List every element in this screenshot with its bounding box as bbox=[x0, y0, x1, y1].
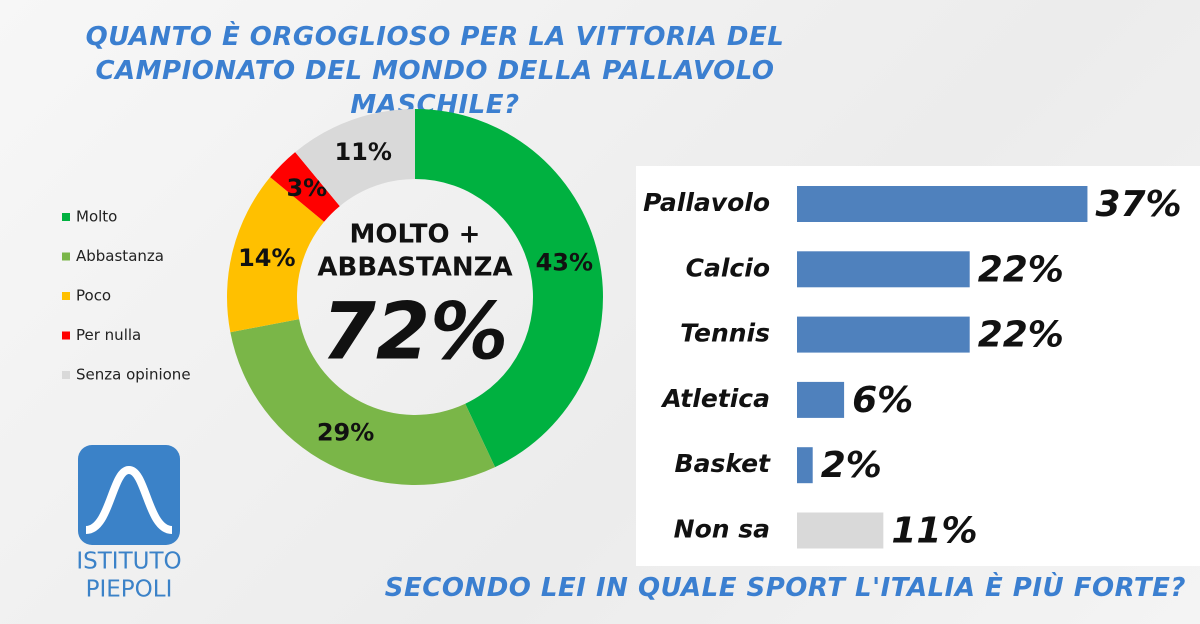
data-label: 37% bbox=[1095, 184, 1181, 225]
legend-swatch bbox=[62, 371, 70, 379]
y-tick-label: Basket bbox=[675, 449, 771, 478]
bar bbox=[797, 381, 845, 418]
bar bbox=[797, 186, 1088, 222]
logo-text: PIEPOLI bbox=[86, 577, 173, 603]
data-label: 11% bbox=[334, 138, 391, 166]
legend-label: Molto bbox=[76, 208, 117, 226]
legend-label: Senza opinione bbox=[76, 366, 191, 384]
legend-swatch bbox=[62, 331, 70, 340]
bar bbox=[797, 316, 970, 353]
bar bbox=[797, 447, 813, 484]
bar-panel bbox=[636, 166, 1200, 566]
chart-title: QUANTO È ORGOGLIOSO PER LA VITTORIA DEL … bbox=[85, 22, 785, 120]
legend-swatch bbox=[62, 292, 70, 300]
data-label: 22% bbox=[978, 249, 1064, 290]
y-tick-label: Tennis bbox=[680, 319, 770, 348]
donut-slice bbox=[270, 152, 340, 222]
data-label: 14% bbox=[238, 244, 295, 272]
donut-slice bbox=[415, 109, 603, 468]
donut-slice bbox=[295, 109, 415, 207]
center-value: 72% bbox=[322, 287, 509, 377]
y-tick-label: Pallavolo bbox=[643, 188, 770, 217]
legend-swatch bbox=[62, 213, 70, 221]
y-tick-label: Non sa bbox=[674, 515, 770, 544]
legend-label: Abbastanza bbox=[76, 247, 164, 265]
logo-curve bbox=[85, 465, 173, 534]
data-label: 29% bbox=[317, 418, 374, 446]
y-tick-label: Calcio bbox=[686, 253, 770, 282]
legend-label: Per nulla bbox=[76, 326, 141, 344]
logo-text: ISTITUTO bbox=[76, 549, 181, 575]
center-text: ABBASTANZA bbox=[317, 253, 512, 283]
donut-slice bbox=[226, 177, 325, 333]
bar bbox=[797, 512, 884, 549]
bar bbox=[797, 251, 970, 288]
data-label: 22% bbox=[978, 315, 1064, 356]
chart-title: SECONDO LEI IN QUALE SPORT L'ITALIA È PI… bbox=[384, 573, 1186, 603]
donut-slice bbox=[230, 319, 496, 485]
y-tick-label: Atletica bbox=[660, 384, 770, 413]
legend-swatch bbox=[62, 252, 70, 261]
data-label: 43% bbox=[536, 249, 593, 277]
logo: ISTITUTO PIEPOLI bbox=[76, 445, 182, 603]
data-label: 2% bbox=[821, 445, 882, 486]
center-text: MOLTO + bbox=[350, 220, 481, 250]
data-label: 6% bbox=[852, 380, 913, 421]
data-label: 11% bbox=[891, 511, 977, 552]
legend-label: Poco bbox=[76, 287, 111, 305]
